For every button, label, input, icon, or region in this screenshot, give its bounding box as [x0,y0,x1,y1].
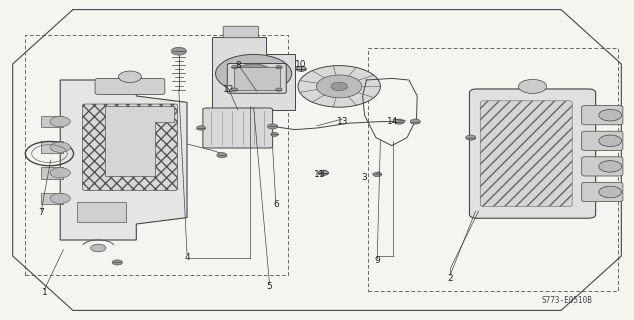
Text: 13: 13 [337,117,348,126]
Circle shape [318,170,328,175]
Text: 9: 9 [374,256,380,265]
Bar [41,193,63,204]
Circle shape [410,119,420,124]
Text: 6: 6 [273,200,279,209]
Text: 10: 10 [295,60,307,68]
Circle shape [598,135,621,147]
Bar [41,141,63,153]
Circle shape [216,54,292,93]
Circle shape [217,153,227,158]
Circle shape [298,66,380,107]
FancyBboxPatch shape [581,182,623,202]
Text: 14: 14 [387,117,399,126]
Text: S773-E0510B: S773-E0510B [542,296,593,305]
Circle shape [394,119,404,124]
Circle shape [91,244,106,252]
Text: 1: 1 [41,288,48,297]
Circle shape [519,79,547,93]
Circle shape [598,109,621,121]
Text: 4: 4 [184,253,190,262]
Circle shape [465,135,476,140]
Text: 12: 12 [223,85,234,94]
FancyBboxPatch shape [581,157,623,176]
Circle shape [50,168,70,178]
Polygon shape [212,37,295,110]
Circle shape [598,161,621,172]
Text: 5: 5 [266,282,273,291]
Text: 8: 8 [235,61,241,70]
FancyBboxPatch shape [223,26,259,38]
Text: 3: 3 [361,173,368,182]
Circle shape [50,142,70,152]
Circle shape [276,88,282,91]
FancyBboxPatch shape [95,78,165,94]
FancyBboxPatch shape [82,104,178,190]
FancyBboxPatch shape [481,101,572,206]
Circle shape [296,66,306,71]
FancyBboxPatch shape [469,89,595,218]
Circle shape [276,66,282,69]
FancyBboxPatch shape [228,64,287,93]
Circle shape [331,82,347,91]
FancyBboxPatch shape [77,202,126,222]
Circle shape [235,64,273,83]
Circle shape [231,66,238,69]
Circle shape [197,126,205,130]
Circle shape [171,47,186,55]
FancyBboxPatch shape [581,106,623,125]
Circle shape [598,186,621,198]
Circle shape [119,71,141,83]
Polygon shape [105,106,174,176]
FancyBboxPatch shape [233,67,280,90]
FancyBboxPatch shape [581,131,623,150]
Circle shape [112,260,122,265]
Circle shape [271,132,278,136]
Polygon shape [60,80,187,240]
Bar [41,167,63,179]
Bar [41,116,63,127]
Circle shape [50,116,70,127]
Text: 11: 11 [314,170,326,179]
Circle shape [231,88,238,91]
FancyBboxPatch shape [203,108,273,148]
Circle shape [316,75,362,98]
Circle shape [268,124,278,129]
Circle shape [50,193,70,204]
Circle shape [373,172,382,177]
Text: 2: 2 [448,274,453,283]
Text: 7: 7 [38,208,44,217]
